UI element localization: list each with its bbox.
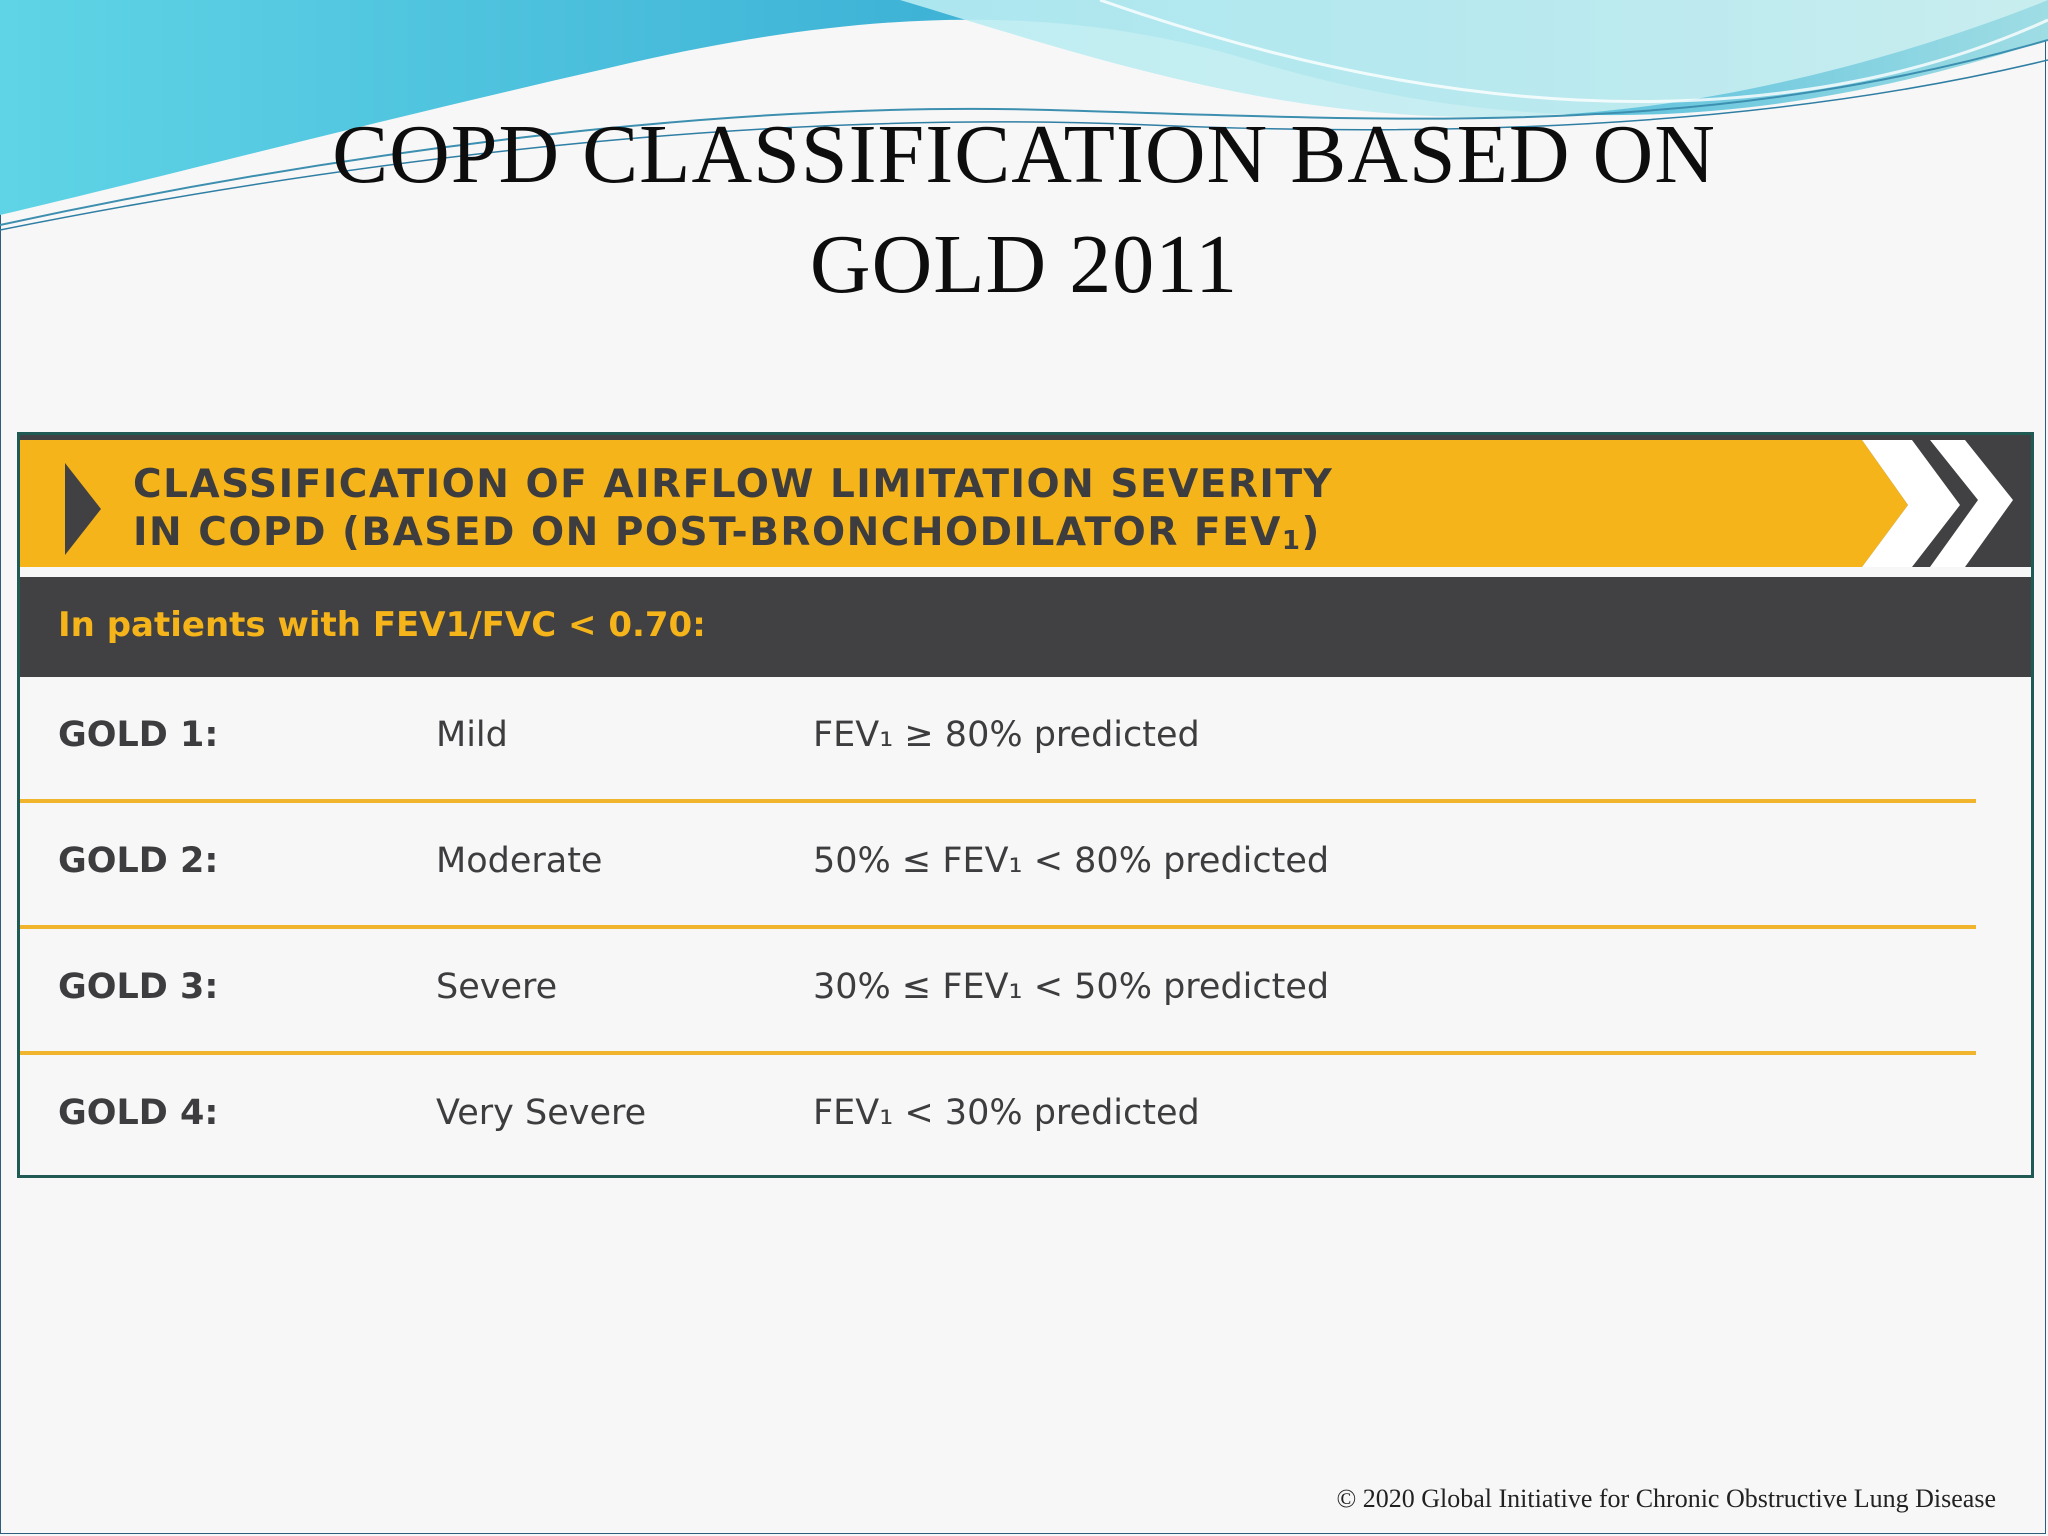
copyright-footer: © 2020 Global Initiative for Chronic Obs… — [1336, 1484, 1997, 1513]
table-subheading: In patients with FEV1/FVC < 0.70: — [20, 577, 2031, 677]
table-row: GOLD 3: Severe 30% ≤ FEV₁ < 50% predicte… — [20, 931, 2031, 1055]
title-line-2: GOLD 2011 — [809, 218, 1239, 311]
triangle-right-icon — [65, 463, 101, 555]
severity-label: Moderate — [436, 841, 603, 881]
fev1-criteria: FEV₁ < 30% predicted — [813, 1093, 1200, 1133]
table-banner: CLASSIFICATION OF AIRFLOW LIMITATION SEV… — [20, 435, 2031, 571]
row-divider — [20, 925, 1976, 929]
row-divider — [20, 1051, 1976, 1055]
fev1-criteria: 50% ≤ FEV₁ < 80% predicted — [813, 841, 1330, 881]
banner-heading: CLASSIFICATION OF AIRFLOW LIMITATION SEV… — [133, 461, 1333, 565]
title-line-1: COPD CLASSIFICATION BASED ON — [332, 108, 1716, 201]
slide-title: COPD CLASSIFICATION BASED ON GOLD 2011 — [0, 100, 2048, 320]
decorative-wave — [0, 0, 2048, 231]
table-row: GOLD 1: Mild FEV₁ ≥ 80% predicted — [20, 679, 2031, 803]
subheading-text: In patients with FEV1/FVC < 0.70: — [58, 605, 706, 645]
classification-table: CLASSIFICATION OF AIRFLOW LIMITATION SEV… — [17, 432, 2034, 1178]
grade-label: GOLD 4: — [58, 1093, 219, 1133]
table-row: GOLD 2: Moderate 50% ≤ FEV₁ < 80% predic… — [20, 805, 2031, 929]
grade-label: GOLD 2: — [58, 841, 219, 881]
grade-label: GOLD 1: — [58, 715, 219, 755]
table-row: GOLD 4: Very Severe FEV₁ < 30% predicted — [20, 1057, 2031, 1175]
row-divider — [20, 799, 1976, 803]
severity-label: Mild — [436, 715, 508, 755]
fev1-criteria: FEV₁ ≥ 80% predicted — [813, 715, 1200, 755]
severity-label: Very Severe — [436, 1093, 647, 1133]
severity-label: Severe — [436, 967, 558, 1007]
grade-label: GOLD 3: — [58, 967, 219, 1007]
banner-line-1: CLASSIFICATION OF AIRFLOW LIMITATION SEV… — [133, 462, 1334, 507]
banner-line-2: IN COPD (BASED ON POST-BRONCHODILATOR FE… — [133, 510, 1321, 556]
fev1-criteria: 30% ≤ FEV₁ < 50% predicted — [813, 967, 1330, 1007]
